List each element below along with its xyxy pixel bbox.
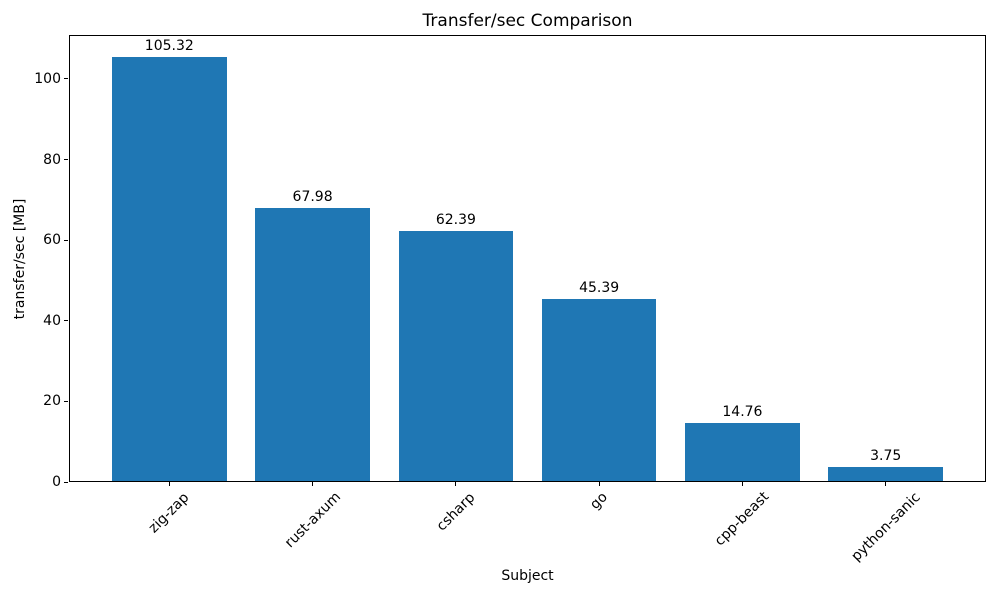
y-tick-mark	[64, 320, 68, 322]
y-tick-label: 20	[43, 393, 61, 410]
x-tick-mark	[598, 482, 600, 486]
x-tick-label: go	[587, 489, 611, 513]
bar-value-label: 67.98	[292, 188, 333, 205]
y-tick-label: 60	[43, 232, 61, 249]
y-tick-mark	[64, 239, 68, 241]
x-tick-label: python-sanic	[848, 489, 924, 565]
x-tick-mark	[885, 482, 887, 486]
x-tick-mark	[312, 482, 314, 486]
bar	[685, 422, 800, 481]
bar-value-label: 3.75	[870, 447, 902, 464]
y-tick-mark	[64, 481, 68, 483]
bar-value-label: 14.76	[722, 403, 763, 420]
bar-value-label: 105.32	[144, 38, 194, 55]
bar	[541, 299, 657, 481]
y-tick-mark	[64, 400, 68, 402]
bar	[398, 230, 514, 481]
y-tick-label: 80	[43, 151, 61, 168]
x-tick-label: cpp-beast	[712, 489, 773, 550]
bar	[255, 207, 370, 481]
bar-value-label: 62.39	[435, 211, 476, 228]
chart-title: Transfer/sec Comparison	[422, 11, 633, 31]
y-tick-mark	[64, 78, 68, 80]
x-tick-label: rust-axum	[281, 489, 344, 552]
y-tick-label: 40	[43, 312, 61, 329]
x-tick-label: csharp	[433, 489, 479, 534]
bar-value-label: 45.39	[579, 280, 620, 297]
x-tick-mark	[168, 482, 170, 486]
y-tick-mark	[64, 159, 68, 161]
y-tick-label: 100	[34, 70, 61, 87]
bar	[111, 57, 227, 481]
y-tick-label: 0	[52, 474, 61, 490]
x-tick-mark	[741, 482, 743, 486]
x-tick-mark	[455, 482, 457, 486]
x-tick-label: zig-zap	[145, 489, 193, 536]
x-axis-label: Subject	[501, 568, 554, 584]
y-axis-label: transfer/sec [MB]	[12, 198, 28, 319]
bar	[828, 466, 944, 481]
